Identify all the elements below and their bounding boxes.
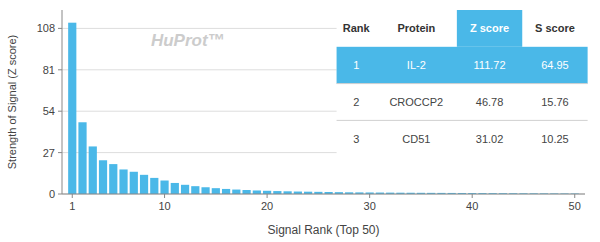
bar [109, 164, 117, 194]
bar [232, 190, 240, 194]
table-cell: IL-2 [407, 59, 426, 71]
table-cell: CROCCP2 [389, 96, 443, 108]
bar [171, 183, 179, 194]
x-tick-label: 1 [69, 200, 75, 212]
y-axis-label: Strength of Signal (Z score) [6, 35, 18, 170]
bar [253, 190, 261, 194]
bar [150, 178, 158, 194]
x-tick-label: 50 [569, 200, 581, 212]
x-tick-label: 10 [158, 200, 170, 212]
bar [201, 187, 209, 194]
bar [242, 190, 250, 194]
table-header-highlight [457, 10, 522, 47]
y-axis-line [62, 10, 63, 194]
x-tick-label: 20 [261, 200, 273, 212]
bar [191, 186, 199, 194]
chart: 0 27 54 81 108 1 10 20 30 40 50 Signal Rank (Top 50… [0, 0, 600, 242]
bar [68, 23, 76, 194]
bar [181, 185, 189, 194]
y-tick-label: 54 [43, 105, 55, 117]
x-tick-label: 40 [466, 200, 478, 212]
x-tick-label: 30 [364, 200, 376, 212]
bar [78, 122, 86, 194]
x-tick [72, 194, 73, 198]
bar [130, 172, 138, 194]
y-tick [58, 194, 62, 195]
table-divider [337, 120, 588, 121]
table-cell: 1 [353, 59, 359, 71]
x-tick [574, 194, 575, 198]
y-tick [58, 69, 62, 70]
x-axis-label: Signal Rank (Top 50) [267, 223, 379, 237]
y-tick [58, 152, 62, 153]
table: Rank Protein Z score S score 1 IL-2 111.72 64.9… [337, 10, 588, 157]
watermark: HuProt™ [151, 31, 225, 50]
y-tick-label: 0 [49, 188, 55, 200]
bar [140, 175, 148, 194]
bar [119, 169, 127, 194]
y-tick [58, 28, 62, 29]
y-tick [58, 111, 62, 112]
bar [99, 160, 107, 194]
table-header: Rank [343, 22, 371, 34]
x-tick [267, 194, 268, 198]
bar [222, 189, 230, 194]
table-cell: CD51 [402, 133, 430, 145]
table-cell: 3 [353, 133, 359, 145]
table-cell: 64.95 [541, 59, 569, 71]
table-row-highlight [337, 47, 588, 84]
y-tick-label: 108 [37, 22, 55, 34]
bar [89, 146, 97, 194]
x-axis-line [62, 194, 585, 195]
x-tick [472, 194, 473, 198]
table-cell: 31.02 [476, 133, 504, 145]
x-tick [164, 194, 165, 198]
y-tick-label: 81 [43, 64, 55, 76]
bar [160, 181, 168, 194]
table-divider [337, 83, 588, 84]
y-tick-label: 27 [43, 147, 55, 159]
x-tick [369, 194, 370, 198]
table-background [337, 10, 588, 157]
table-cell: 2 [353, 96, 359, 108]
table-header: Z score [470, 22, 509, 34]
table-cell: 111.72 [474, 59, 506, 71]
bar [212, 188, 220, 194]
table-header: S score [535, 22, 575, 34]
table-header: Protein [397, 22, 435, 34]
grid-line [62, 194, 585, 195]
table-cell: 15.76 [541, 96, 569, 108]
table-cell: 46.78 [476, 96, 504, 108]
table-cell: 10.25 [541, 133, 569, 145]
